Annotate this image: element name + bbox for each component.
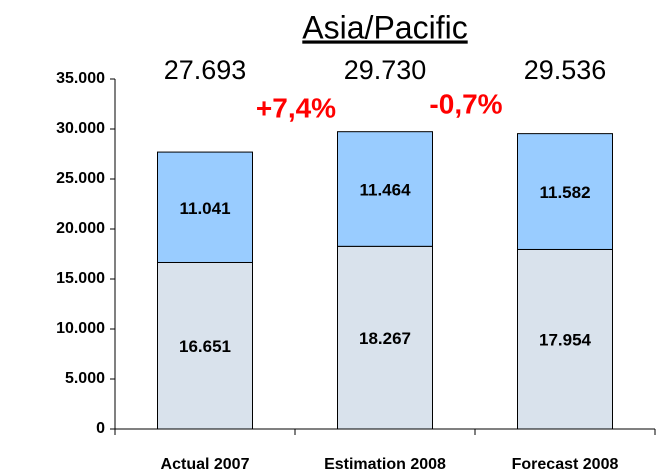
y-tick-label: 0 [96, 420, 105, 437]
x-tick-label: Estimation 2008 [324, 456, 446, 473]
y-tick-label: 15.000 [56, 270, 105, 287]
value-label: 18.267 [359, 329, 411, 348]
x-tick-label: Actual 2007 [161, 456, 250, 473]
y-tick-label: 10.000 [56, 320, 105, 337]
value-label: 11.464 [359, 180, 411, 199]
y-tick-label: 30.000 [56, 120, 105, 137]
bar-segment [157, 151, 253, 263]
x-tick-label: Forecast 2008 [512, 456, 619, 473]
total-label: 29.536 [524, 55, 607, 85]
annotation: -0,7% [429, 88, 502, 119]
bar-segment [517, 133, 613, 250]
bar-segment [157, 261, 253, 430]
y-tick-label: 20.000 [56, 220, 105, 237]
value-label: 11.041 [179, 199, 230, 218]
bar-segment [517, 248, 613, 430]
value-label: 17.954 [539, 331, 592, 350]
bar-segment [337, 245, 433, 430]
chart-title: Asia/Pacific [302, 9, 467, 45]
total-label: 27.693 [164, 55, 247, 85]
value-label: 16.651 [179, 337, 231, 356]
bar-segment [337, 131, 433, 247]
y-tick-label: 5.000 [65, 370, 105, 387]
annotation: +7,4% [256, 92, 336, 123]
value-label: 11.582 [539, 183, 590, 202]
y-tick-label: 35.000 [56, 70, 105, 87]
y-tick-label: 25.000 [56, 170, 105, 187]
total-label: 29.730 [344, 55, 427, 85]
